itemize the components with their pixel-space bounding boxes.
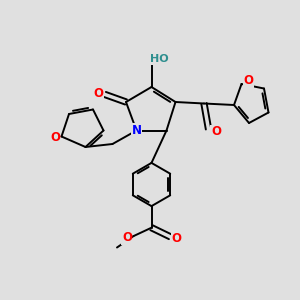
Text: HO: HO xyxy=(150,54,168,64)
Text: O: O xyxy=(172,232,182,245)
Text: O: O xyxy=(122,231,132,244)
Text: O: O xyxy=(50,131,60,144)
Text: N: N xyxy=(131,124,142,137)
Text: O: O xyxy=(211,125,221,139)
Text: O: O xyxy=(93,86,103,100)
Text: O: O xyxy=(243,74,253,88)
